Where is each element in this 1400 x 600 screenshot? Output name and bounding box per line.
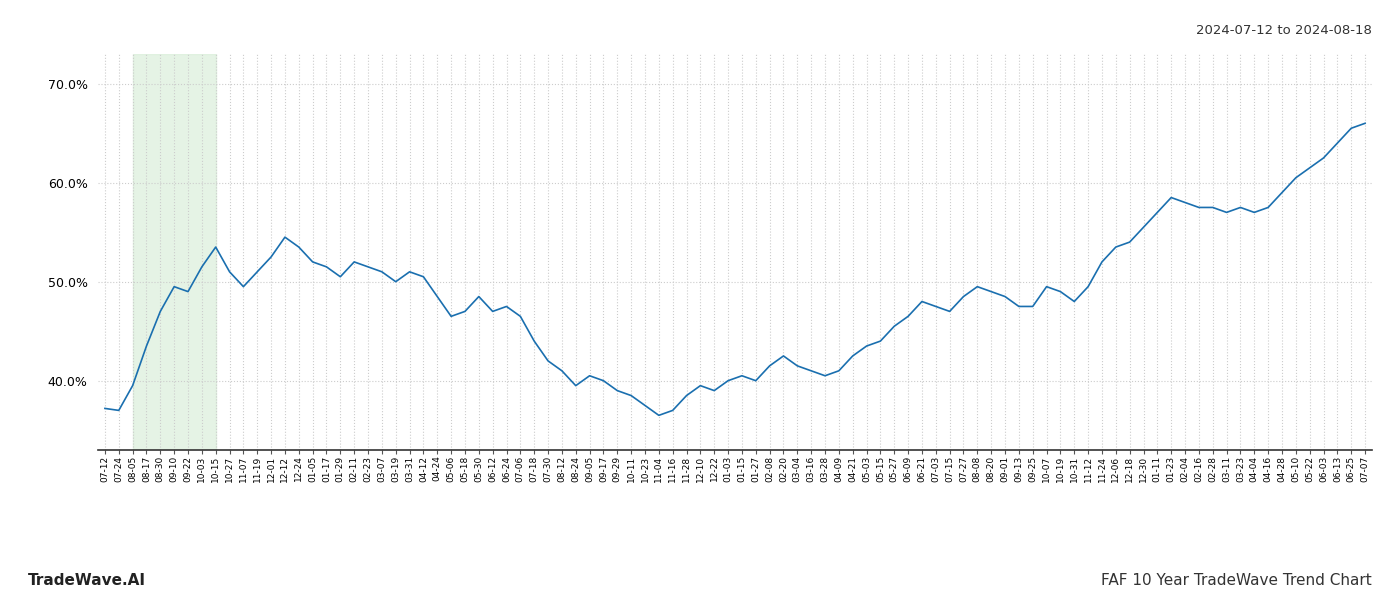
Text: TradeWave.AI: TradeWave.AI [28,573,146,588]
Bar [133,54,216,450]
Text: 2024-07-12 to 2024-08-18: 2024-07-12 to 2024-08-18 [1196,24,1372,37]
Text: FAF 10 Year TradeWave Trend Chart: FAF 10 Year TradeWave Trend Chart [1102,573,1372,588]
